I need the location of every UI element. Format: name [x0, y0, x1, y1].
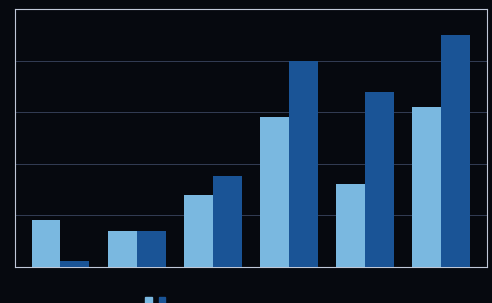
Bar: [61, 261, 90, 267]
Bar: [137, 231, 166, 267]
Legend: , : ,: [142, 293, 171, 303]
Bar: [289, 61, 318, 267]
Bar: [441, 35, 470, 267]
Bar: [260, 117, 289, 267]
Bar: [412, 107, 441, 267]
Bar: [184, 195, 213, 267]
Bar: [336, 184, 365, 267]
Bar: [213, 176, 242, 267]
Bar: [108, 231, 137, 267]
Bar: [31, 220, 61, 267]
Bar: [365, 92, 394, 267]
